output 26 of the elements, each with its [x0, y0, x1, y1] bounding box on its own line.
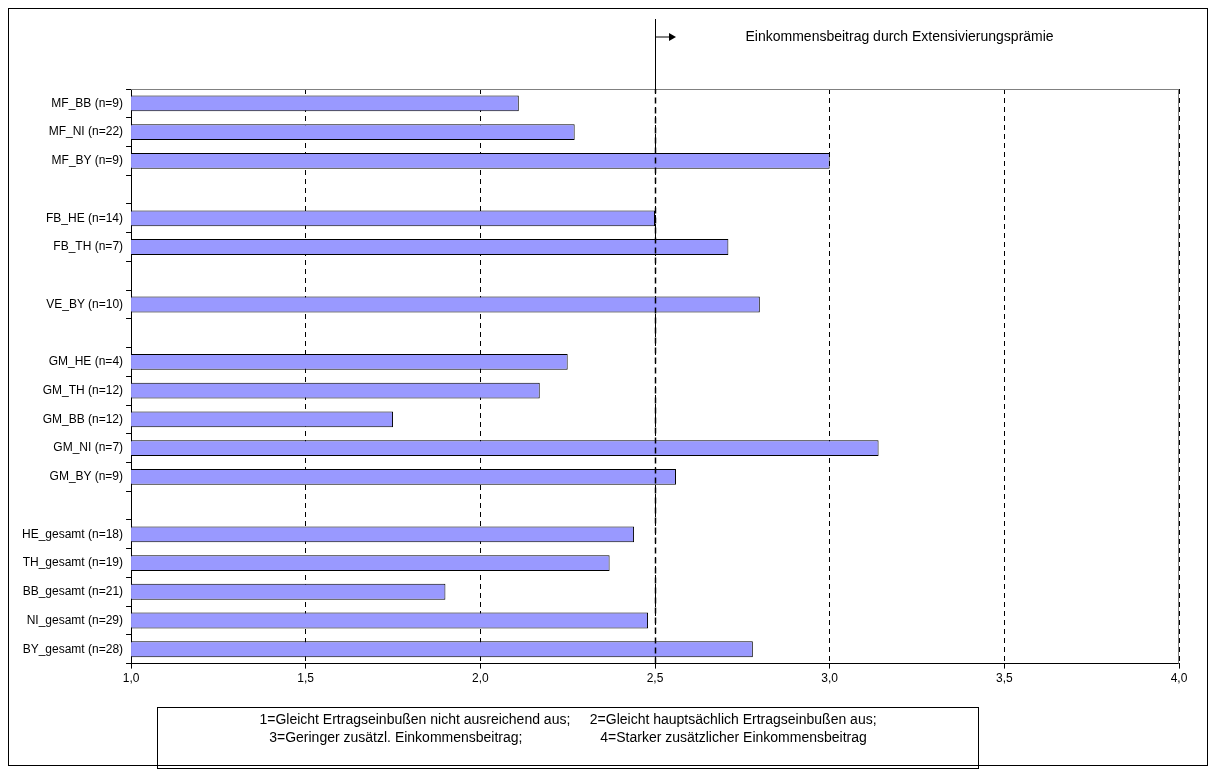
- text: 3=Geringer zusätzl. Einkommensbeitrag; 4=Starker zusätzlicher Einkommensbeitrag: [268, 728, 868, 746]
- y-tick-label: BY_gesamt (n=28): [22, 641, 124, 656]
- text: 1=Gleicht Ertragseinbußen nicht ausreichend aus; 2=Gleicht hauptsächlich Ertragseinbußen aus;: [258, 710, 878, 728]
- y-tick-label: MF_BY (n=9): [51, 153, 124, 168]
- y-tick-label: GM_HE (n=4): [48, 354, 124, 369]
- y-tick-label: FB_HE (n=14): [46, 210, 124, 225]
- x-tick-label: 2,0: [472, 671, 490, 686]
- y-tick-label: MF_BB (n=9): [51, 95, 124, 110]
- y-tick-label: TH_gesamt (n=19): [22, 555, 124, 570]
- y-tick-label: GM_BB (n=12): [42, 411, 124, 426]
- y-tick-label: GM_NI (n=7): [53, 440, 124, 455]
- y-tick-label: GM_BY (n=9): [49, 469, 124, 484]
- y-tick-label: NI_gesamt (n=29): [26, 612, 124, 627]
- y-tick-label: HE_gesamt (n=18): [21, 526, 124, 541]
- x-tick-label: 1,5: [297, 671, 315, 686]
- x-tick-label: 1,0: [122, 671, 140, 686]
- x-tick-label: 2,5: [646, 671, 664, 686]
- x-tick-label: 3,0: [821, 671, 839, 686]
- x-tick-label: 3,5: [996, 671, 1014, 686]
- ref-line-label: Einkommensbeitrag durch Extensivierungsprämie: [745, 27, 1054, 44]
- y-tick-label: GM_TH (n=12): [42, 382, 124, 397]
- y-tick-label: MF_NI (n=22): [48, 124, 124, 139]
- x-tick-label: 4,0: [1170, 671, 1188, 686]
- y-tick-label: VE_BY (n=10): [46, 296, 124, 311]
- y-tick-label: FB_TH (n=7): [53, 239, 124, 254]
- y-tick-label: BB_gesamt (n=21): [22, 584, 124, 599]
